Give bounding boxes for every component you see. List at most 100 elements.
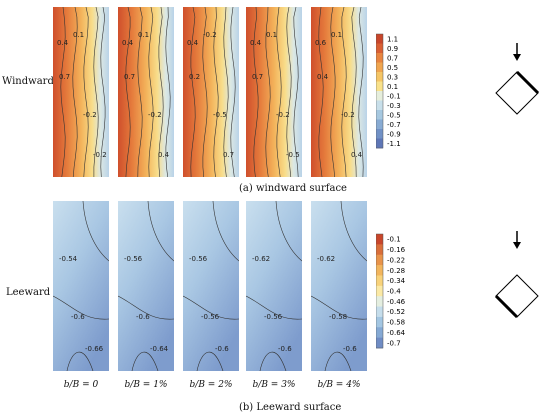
contour-line xyxy=(72,7,78,177)
colorbar-tick-label: 0.1 xyxy=(387,83,398,91)
panel-label: b/B = 2% xyxy=(189,380,233,390)
contour-line xyxy=(276,7,282,177)
contour-line xyxy=(137,7,143,177)
colorbar-tick-label: 0.7 xyxy=(387,54,398,62)
contour-line xyxy=(340,201,367,262)
colorbar-swatch xyxy=(376,138,383,149)
colorbar-swatch xyxy=(376,34,383,44)
colorbar-swatch xyxy=(376,100,383,111)
colorbar-tick-label: -0.28 xyxy=(387,267,405,275)
colorbar-swatch xyxy=(376,53,383,63)
contour-line xyxy=(265,7,271,177)
contour-line xyxy=(246,295,302,320)
colorbar-tick-label: -0.16 xyxy=(387,246,406,254)
square-building-icon xyxy=(495,71,539,115)
contour-line xyxy=(259,351,287,371)
panel-label: b/B = 1% xyxy=(124,380,168,390)
colorbar-tick-label: -0.34 xyxy=(387,277,406,285)
colorbar-tick-label: -0.9 xyxy=(387,130,401,138)
colorbar-tick-label: 0.5 xyxy=(387,64,398,72)
contour-line xyxy=(93,7,99,177)
contour-line xyxy=(223,7,229,177)
contour-label: -0.56 xyxy=(124,255,143,263)
colorbar-tick-label: -0.7 xyxy=(387,339,401,347)
contour-label: 0.4 xyxy=(158,151,170,159)
contour-label: 0.1 xyxy=(331,31,342,39)
contour-label: -0.6 xyxy=(215,345,229,353)
contour-label: 0.4 xyxy=(351,151,363,159)
contour-label: -0.6 xyxy=(71,313,85,321)
windward-contour-panel: 0.4 0.7 0.1 -0.2 -0.2 xyxy=(53,7,109,177)
colorbar-tick-label: 0.9 xyxy=(387,45,398,53)
contour-label: 0.1 xyxy=(266,31,277,39)
contour-label: -0.5 xyxy=(286,151,300,159)
leeward-contour-panel: -0.56 -0.6 -0.64 xyxy=(118,201,174,371)
contour-label: -0.6 xyxy=(136,313,150,321)
colorbar-swatch xyxy=(376,91,383,101)
contour-label: -0.6 xyxy=(278,345,292,353)
contour-label: -0.2 xyxy=(203,31,217,39)
colorbar-tick-label: 1.1 xyxy=(387,35,398,43)
leeward-contour-panel: -0.54 -0.6 -0.66 xyxy=(53,201,109,371)
leeward-face-highlight xyxy=(494,294,519,319)
colorbar-tick-label: -0.46 xyxy=(387,298,406,306)
wind-arrowhead-icon xyxy=(513,54,521,61)
leeward-contour-panel: -0.62 -0.58 -0.6 xyxy=(311,201,367,371)
colorbar-swatch xyxy=(376,62,383,73)
colorbar-swatch xyxy=(376,327,383,339)
windward-orientation-icon xyxy=(495,43,540,115)
panel-label: b/B = 3% xyxy=(252,380,296,390)
contour-label: 0.2 xyxy=(189,73,200,81)
contour-label: 0.4 xyxy=(187,39,199,47)
contour-label: 0.1 xyxy=(73,31,84,39)
contour-line xyxy=(358,7,364,177)
contour-line xyxy=(253,7,259,177)
wind-arrowhead-icon xyxy=(513,242,521,249)
contour-line xyxy=(351,7,357,177)
contour-line xyxy=(202,7,208,177)
contour-label: -0.2 xyxy=(341,111,355,119)
panel-label: b/B = 0 xyxy=(63,380,99,390)
contour-label: 0.6 xyxy=(315,39,327,47)
contour-line xyxy=(330,7,336,177)
colorbar-swatch xyxy=(376,43,383,54)
contour-label: -0.2 xyxy=(83,111,97,119)
colorbar-tick-label: -0.64 xyxy=(387,329,406,337)
contour-label: 0.1 xyxy=(138,31,149,39)
contour-line xyxy=(165,7,171,177)
colorbar-swatch xyxy=(376,234,383,245)
windward-row-label: Windward xyxy=(2,76,54,87)
contour-label: -0.62 xyxy=(317,255,335,263)
colorbar-tick-label: -0.52 xyxy=(387,308,405,316)
leeward-contour-panel: -0.56 -0.56 -0.6 xyxy=(183,201,239,371)
leeward-colorbar: -0.1 -0.16 -0.22 -0.28 -0.34 -0.4 -0.46 -0.52 -0… xyxy=(375,232,416,352)
contour-line xyxy=(83,7,89,177)
contour-line xyxy=(286,7,292,177)
leeward-orientation-icon xyxy=(494,231,539,319)
colorbar-tick-label: -0.1 xyxy=(387,236,401,244)
colorbar-tick-label: -0.5 xyxy=(387,111,401,119)
contour-label: 0.7 xyxy=(124,73,135,81)
contour-label: 0.4 xyxy=(317,73,329,81)
colorbar-tick-label: -0.7 xyxy=(387,121,401,129)
leeward-caption: (b) Leeward surface xyxy=(239,402,342,413)
colorbar-swatch xyxy=(376,129,383,139)
colorbar-swatch xyxy=(376,244,383,256)
contour-line xyxy=(341,7,347,177)
contour-line xyxy=(212,201,239,262)
colorbar-tick-label: -0.3 xyxy=(387,102,401,110)
contour-label: -0.58 xyxy=(329,313,347,321)
contour-line xyxy=(125,7,131,177)
colorbar-swatch xyxy=(376,275,383,287)
contour-label: 0.4 xyxy=(250,39,262,47)
contour-label: -0.6 xyxy=(343,345,357,353)
leeward-row-label: Leeward xyxy=(6,287,51,298)
windward-caption: (a) windward surface xyxy=(239,183,347,194)
contour-label: 0.7 xyxy=(223,151,234,159)
contour-line xyxy=(311,295,367,320)
colorbar-tick-label: -0.4 xyxy=(387,288,401,296)
leeward-contour-panel: -0.62 -0.56 -0.6 xyxy=(246,201,302,371)
colorbar-swatch xyxy=(376,72,383,82)
colorbar-swatch xyxy=(376,296,383,307)
contour-line xyxy=(275,201,302,262)
